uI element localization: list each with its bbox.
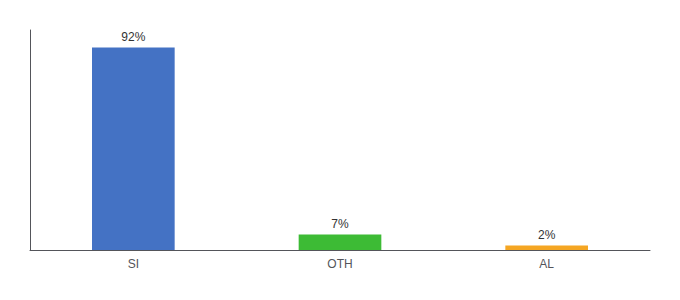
svg-text:2%: 2% (538, 228, 556, 242)
svg-text:AL: AL (539, 257, 554, 271)
svg-text:SI: SI (128, 257, 139, 271)
svg-text:7%: 7% (331, 217, 349, 231)
svg-text:92%: 92% (121, 30, 145, 44)
svg-text:OTH: OTH (327, 257, 352, 271)
